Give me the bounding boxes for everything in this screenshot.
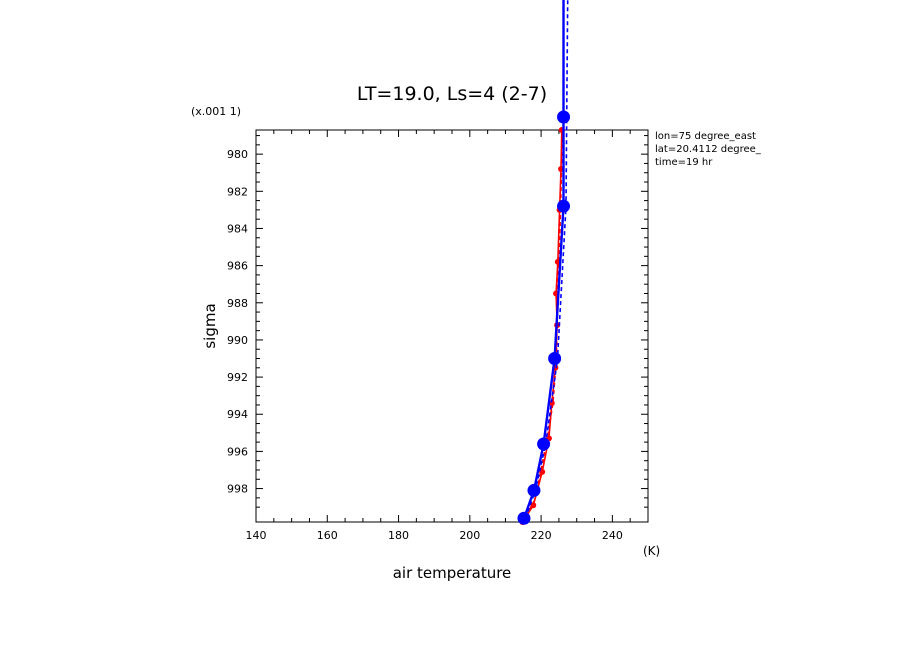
data-point (527, 483, 541, 497)
y-tick-label: 982 (227, 185, 248, 198)
data-point (517, 511, 531, 525)
y-scale-note: (x.001 1) (191, 105, 241, 118)
series-layer (517, 0, 571, 525)
x-tick-label: 240 (602, 529, 623, 542)
y-tick-label: 984 (227, 222, 248, 235)
x-axis: 140 160 180 200 220 240 (246, 130, 649, 542)
y-axis-label: sigma (201, 303, 219, 348)
y-axis: 980 982 984 986 988 990 992 994 996 998 (227, 135, 648, 508)
chart-title: LT=19.0, Ls=4 (2-7) (357, 83, 547, 105)
annotation-block: lon=75 degree_east lat=20.4112 degree_ t… (655, 131, 762, 168)
y-tick-label: 988 (227, 297, 248, 310)
y-tick-label: 996 (227, 445, 248, 458)
data-point (548, 352, 562, 366)
y-tick-label: 990 (227, 334, 248, 347)
x-axis-label: air temperature (393, 564, 512, 582)
y-tick-label: 980 (227, 148, 248, 161)
x-tick-label: 160 (317, 529, 338, 542)
x-tick-label: 220 (531, 529, 552, 542)
x-unit-label: (K) (643, 544, 660, 558)
plot-frame (255, 129, 649, 523)
data-point (537, 437, 551, 451)
annotation-time: time=19 hr (655, 157, 713, 168)
data-point (557, 110, 571, 124)
data-point (557, 199, 571, 213)
y-tick-label: 994 (227, 408, 248, 421)
series-line-3 (524, 0, 569, 519)
y-tick-label: 998 (227, 483, 248, 496)
y-tick-label: 986 (227, 260, 248, 273)
x-tick-label: 200 (459, 529, 480, 542)
y-tick-label: 992 (227, 371, 248, 384)
x-tick-label: 140 (246, 529, 267, 542)
annotation-lat: lat=20.4112 degree_ (655, 144, 762, 155)
x-tick-label: 180 (388, 529, 409, 542)
annotation-lon: lon=75 degree_east (655, 131, 756, 142)
